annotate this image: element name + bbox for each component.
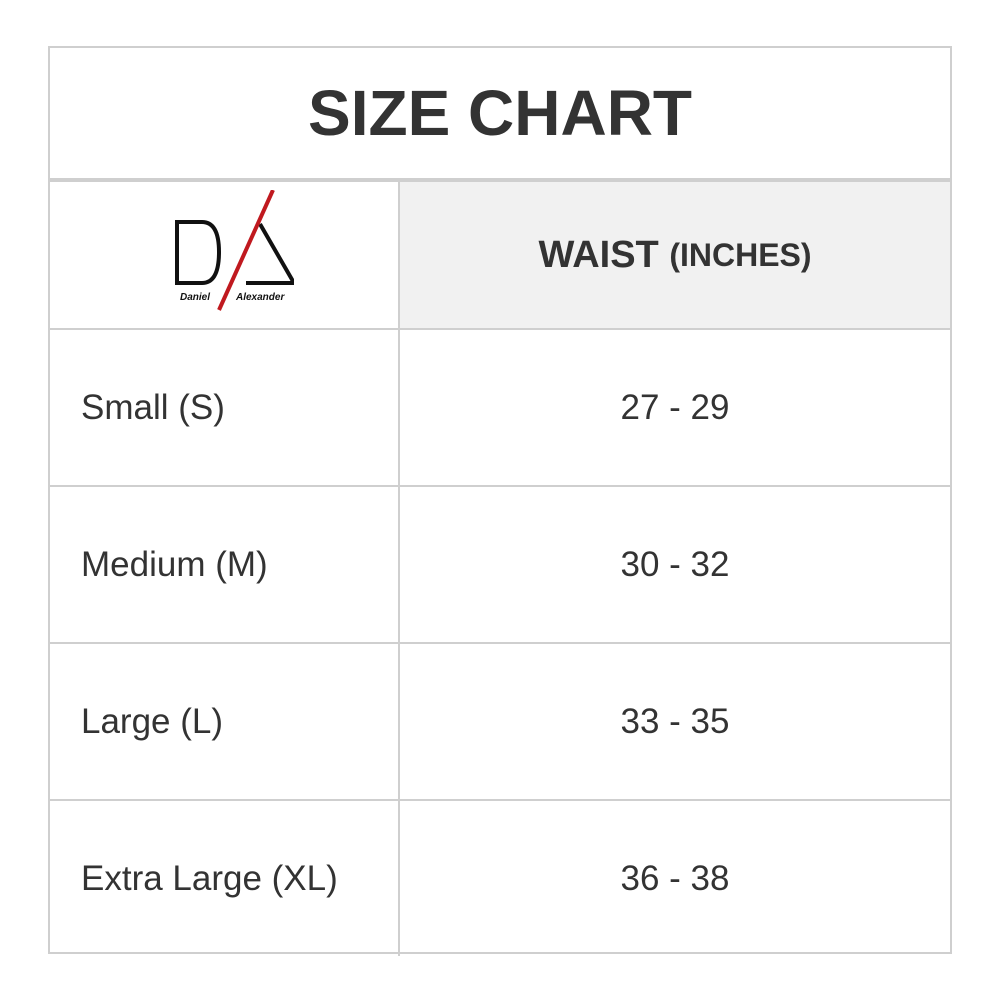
table-row: Small (S) 27 - 29 — [50, 330, 950, 487]
svg-text:Alexander: Alexander — [235, 292, 285, 303]
waist-value: 33 - 35 — [620, 701, 730, 741]
table-row: Extra Large (XL) 36 - 38 — [50, 801, 950, 956]
size-label: Large (L) — [81, 701, 224, 741]
size-label: Medium (M) — [81, 544, 268, 584]
unit-label: (INCHES) — [669, 236, 812, 273]
size-chart-table: SIZE CHART Daniel Alexander WAIST (INCHE… — [48, 46, 952, 956]
waist-header: WAIST (INCHES) — [400, 182, 950, 328]
size-label: Small (S) — [81, 387, 225, 427]
waist-value: 36 - 38 — [620, 858, 730, 898]
waist-label: WAIST — [538, 233, 659, 276]
waist-value: 30 - 32 — [620, 544, 730, 584]
page-title: SIZE CHART — [50, 48, 950, 182]
header-row: Daniel Alexander WAIST (INCHES) — [50, 182, 950, 330]
daniel-alexander-logo: Daniel Alexander — [175, 190, 294, 311]
waist-value: 27 - 29 — [620, 387, 730, 427]
logo-cell: Daniel Alexander — [50, 182, 400, 328]
size-label: Extra Large (XL) — [81, 858, 338, 898]
table-row: Large (L) 33 - 35 — [50, 644, 950, 801]
svg-text:Daniel: Daniel — [180, 292, 210, 303]
table-row: Medium (M) 30 - 32 — [50, 487, 950, 644]
